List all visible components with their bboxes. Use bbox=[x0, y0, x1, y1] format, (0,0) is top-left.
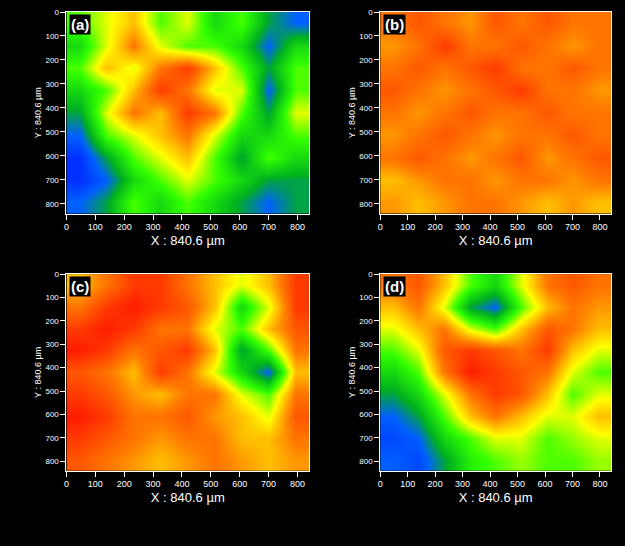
svg-text:400: 400 bbox=[174, 479, 189, 489]
svg-text:200: 200 bbox=[428, 222, 443, 232]
svg-text:500: 500 bbox=[45, 128, 59, 137]
svg-text:500: 500 bbox=[203, 479, 218, 489]
svg-text:100: 100 bbox=[88, 222, 103, 232]
svg-text:0: 0 bbox=[378, 222, 383, 232]
svg-text:700: 700 bbox=[359, 434, 373, 443]
svg-text:0: 0 bbox=[54, 8, 59, 17]
svg-text:500: 500 bbox=[45, 387, 59, 396]
svg-text:300: 300 bbox=[45, 80, 59, 89]
svg-text:500: 500 bbox=[510, 479, 525, 489]
svg-text:X : 840.6 µm: X : 840.6 µm bbox=[151, 490, 225, 505]
svg-text:Y : 840.6 µm: Y : 840.6 µm bbox=[33, 87, 43, 138]
svg-text:600: 600 bbox=[45, 152, 59, 161]
svg-text:100: 100 bbox=[45, 293, 59, 302]
svg-text:Y : 840.6 µm: Y : 840.6 µm bbox=[33, 347, 43, 398]
svg-text:800: 800 bbox=[359, 457, 373, 466]
svg-text:0: 0 bbox=[368, 270, 373, 279]
svg-text:100: 100 bbox=[359, 293, 373, 302]
svg-text:800: 800 bbox=[359, 200, 373, 209]
svg-text:200: 200 bbox=[428, 479, 443, 489]
svg-text:500: 500 bbox=[203, 222, 218, 232]
svg-text:600: 600 bbox=[537, 479, 552, 489]
svg-text:300: 300 bbox=[45, 340, 59, 349]
svg-text:300: 300 bbox=[146, 479, 161, 489]
svg-text:400: 400 bbox=[483, 479, 498, 489]
svg-text:600: 600 bbox=[537, 222, 552, 232]
svg-text:800: 800 bbox=[45, 457, 59, 466]
svg-text:X : 840.6 µm: X : 840.6 µm bbox=[151, 233, 225, 248]
svg-text:(b): (b) bbox=[385, 16, 404, 33]
svg-text:700: 700 bbox=[359, 176, 373, 185]
svg-text:200: 200 bbox=[117, 479, 132, 489]
svg-text:100: 100 bbox=[400, 479, 415, 489]
svg-text:0: 0 bbox=[64, 479, 69, 489]
svg-text:200: 200 bbox=[45, 317, 59, 326]
svg-text:300: 300 bbox=[455, 222, 470, 232]
svg-text:400: 400 bbox=[483, 222, 498, 232]
svg-text:300: 300 bbox=[146, 222, 161, 232]
svg-text:200: 200 bbox=[359, 56, 373, 65]
svg-text:700: 700 bbox=[565, 479, 580, 489]
svg-text:700: 700 bbox=[565, 222, 580, 232]
svg-text:500: 500 bbox=[359, 387, 373, 396]
svg-text:700: 700 bbox=[45, 434, 59, 443]
svg-text:(d): (d) bbox=[385, 278, 404, 295]
svg-text:800: 800 bbox=[290, 479, 305, 489]
svg-text:(c): (c) bbox=[71, 278, 89, 295]
svg-text:300: 300 bbox=[359, 80, 373, 89]
svg-text:Y : 840.6 µm: Y : 840.6 µm bbox=[347, 347, 357, 398]
svg-text:400: 400 bbox=[359, 104, 373, 113]
svg-text:800: 800 bbox=[45, 200, 59, 209]
svg-text:300: 300 bbox=[359, 340, 373, 349]
svg-text:400: 400 bbox=[359, 363, 373, 372]
svg-text:800: 800 bbox=[592, 222, 607, 232]
svg-text:400: 400 bbox=[45, 104, 59, 113]
svg-text:600: 600 bbox=[232, 222, 247, 232]
svg-text:600: 600 bbox=[359, 152, 373, 161]
svg-text:X : 840.6 µm: X : 840.6 µm bbox=[459, 233, 533, 248]
svg-text:200: 200 bbox=[117, 222, 132, 232]
svg-text:Y : 840.6 µm: Y : 840.6 µm bbox=[347, 87, 357, 138]
svg-text:600: 600 bbox=[45, 410, 59, 419]
svg-text:0: 0 bbox=[54, 270, 59, 279]
svg-text:X : 840.6 µm: X : 840.6 µm bbox=[459, 490, 533, 505]
svg-text:700: 700 bbox=[261, 222, 276, 232]
svg-text:100: 100 bbox=[88, 479, 103, 489]
svg-text:400: 400 bbox=[174, 222, 189, 232]
svg-text:600: 600 bbox=[232, 479, 247, 489]
svg-text:600: 600 bbox=[359, 410, 373, 419]
svg-text:100: 100 bbox=[45, 32, 59, 41]
svg-text:400: 400 bbox=[45, 363, 59, 372]
svg-text:200: 200 bbox=[45, 56, 59, 65]
svg-text:700: 700 bbox=[261, 479, 276, 489]
svg-text:700: 700 bbox=[45, 176, 59, 185]
svg-text:0: 0 bbox=[378, 479, 383, 489]
svg-text:500: 500 bbox=[359, 128, 373, 137]
svg-text:(a): (a) bbox=[71, 16, 89, 33]
svg-text:0: 0 bbox=[368, 8, 373, 17]
svg-text:300: 300 bbox=[455, 479, 470, 489]
svg-text:200: 200 bbox=[359, 317, 373, 326]
svg-text:100: 100 bbox=[400, 222, 415, 232]
svg-text:0: 0 bbox=[64, 222, 69, 232]
svg-text:500: 500 bbox=[510, 222, 525, 232]
svg-text:800: 800 bbox=[592, 479, 607, 489]
svg-text:100: 100 bbox=[359, 32, 373, 41]
svg-text:800: 800 bbox=[290, 222, 305, 232]
